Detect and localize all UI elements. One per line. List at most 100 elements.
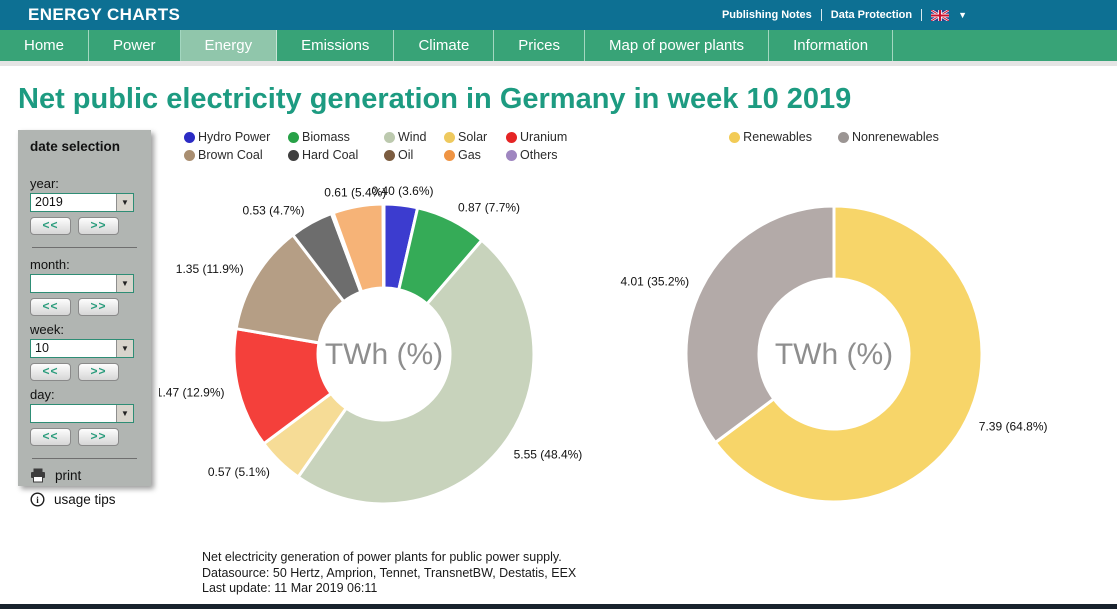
date-fields: year: 2019 ▼ << >> month: ▼ << >> week: 10 ▼ << >> day… <box>30 176 139 446</box>
legend-label-brown-coal: Brown Coal <box>198 148 263 162</box>
legend-item-others[interactable]: Others <box>506 148 584 162</box>
legend-item-brown-coal[interactable]: Brown Coal <box>184 148 288 162</box>
legend-label-hard-coal: Hard Coal <box>302 148 359 162</box>
legend-item-gas[interactable]: Gas <box>444 148 506 162</box>
slice-value-label-solar: 0.57 (5.1%) <box>208 465 270 479</box>
legend-item-solar[interactable]: Solar <box>444 130 506 144</box>
legend-dot-hard-coal <box>288 149 299 161</box>
legend-label-biomass: Biomass <box>302 130 350 144</box>
monthselect[interactable]: ▼ <box>30 274 134 293</box>
nav-item-home[interactable]: Home <box>0 30 90 61</box>
slice-value-label-nonrenewables: 4.01 (35.2%) <box>620 274 689 288</box>
usage-tips-label: usage tips <box>54 492 116 507</box>
chevron-down-icon: ▼ <box>116 194 133 211</box>
date-selection-panel: date selection year: 2019 ▼ << >> month: ▼ << >>… <box>18 130 151 507</box>
monthstepper: << >> <box>30 298 139 316</box>
legend-dot-wind <box>384 131 395 143</box>
publishing-notes-link[interactable]: Publishing Notes <box>721 9 812 21</box>
nav-item-prices[interactable]: Prices <box>494 30 585 61</box>
dayselect[interactable]: ▼ <box>30 404 134 423</box>
legend-label-renewables: Renewables <box>743 130 812 144</box>
slice-value-label-biomass: 0.87 (7.7%) <box>458 201 520 215</box>
print-label: print <box>55 468 82 483</box>
yearnext-button[interactable]: >> <box>78 217 119 235</box>
monthnext-button[interactable]: >> <box>78 298 119 316</box>
slice-value-label-uranium: 1.47 (12.9%) <box>159 385 225 399</box>
yearlabel: year: <box>30 176 59 191</box>
chart-renewable-share: Renewables Nonrenewables 7.39 (64.8%) 4.01… <box>609 130 1059 545</box>
legend-dot-biomass <box>288 131 299 143</box>
footer-bar <box>0 604 1117 609</box>
slice-value-label-hard-coal: 0.53 (4.7%) <box>242 204 304 218</box>
footnote-line: Last update: 11 Mar 2019 06:11 <box>202 581 378 595</box>
print-button[interactable]: print <box>30 468 139 483</box>
slice-value-label-wind: 5.55 (48.4%) <box>514 448 583 462</box>
top-links: Publishing Notes Data Protection ▼ <box>722 9 967 21</box>
legend-label-nonrenewables: Nonrenewables <box>851 130 939 144</box>
daynext-button[interactable]: >> <box>78 428 119 446</box>
monthlabel: month: <box>30 257 70 272</box>
nav-item-information[interactable]: Information <box>769 30 894 61</box>
legend-dot-nonrenewables <box>837 131 849 143</box>
svg-text:i: i <box>36 495 39 505</box>
yearselect[interactable]: 2019 ▼ <box>30 193 134 212</box>
data-protection-link[interactable]: Data Protection <box>830 9 913 21</box>
yearprev-button[interactable]: << <box>30 217 71 235</box>
legend-dot-gas <box>444 149 455 161</box>
page-title: Net public electricity generation in Ger… <box>18 83 852 115</box>
nav-underline <box>0 61 1117 66</box>
slice-value-label-renewables: 7.39 (64.8%) <box>979 420 1048 434</box>
nav-item-energy[interactable]: Energy <box>180 30 278 61</box>
legend-dot-solar <box>444 131 455 143</box>
weekprev-button[interactable]: << <box>30 363 71 381</box>
nav-item-map-of-power-plants[interactable]: Map of power plants <box>585 30 770 61</box>
legend-label-solar: Solar <box>458 130 488 144</box>
chart-generation-by-source: Hydro Power Biomass Wind Solar Uranium Brown … <box>156 130 609 545</box>
dayprev-button[interactable]: << <box>30 428 71 446</box>
separator <box>921 9 923 21</box>
usage-tips-button[interactable]: i usage tips <box>30 492 139 507</box>
legend-dot-renewables <box>729 131 741 143</box>
legend-label-gas: Gas <box>458 148 481 162</box>
legend-label-hydro-power: Hydro Power <box>198 130 271 144</box>
legend-renewable-share: Renewables Nonrenewables <box>609 130 1059 168</box>
legend-item-uranium[interactable]: Uranium <box>506 130 584 144</box>
weekselect-value: 10 <box>35 341 49 355</box>
legend-item-biomass[interactable]: Biomass <box>288 130 384 144</box>
legend-item-nonrenewables[interactable]: Nonrenewables <box>837 130 939 144</box>
charts-area: Hydro Power Biomass Wind Solar Uranium Brown … <box>156 130 1059 545</box>
brand-title: ENERGY CHARTS <box>28 5 181 24</box>
uk-flag-icon[interactable] <box>931 9 950 21</box>
weekselect[interactable]: 10 ▼ <box>30 339 134 358</box>
date-selection-title: date selection <box>30 139 121 154</box>
legend-label-others: Others <box>520 148 558 162</box>
nav-item-power[interactable]: Power <box>89 30 181 61</box>
legend-generation-by-source: Hydro Power Biomass Wind Solar Uranium Brown … <box>159 130 609 168</box>
slice-renewables[interactable] <box>713 204 984 504</box>
monthprev-button[interactable]: << <box>30 298 71 316</box>
slice-nonrenewables[interactable] <box>684 204 836 444</box>
weekstepper: << >> <box>30 363 139 381</box>
legend-item-oil[interactable]: Oil <box>384 148 444 162</box>
legend-item-wind[interactable]: Wind <box>384 130 444 144</box>
legend-item-hydro-power[interactable]: Hydro Power <box>184 130 288 144</box>
slice-wind[interactable] <box>296 238 536 506</box>
chart-footnote: Net electricity generation of power plan… <box>202 550 576 597</box>
weeklabel: week: <box>30 322 64 337</box>
weeknext-button[interactable]: >> <box>78 363 119 381</box>
legend-label-wind: Wind <box>398 130 427 144</box>
nav-item-climate[interactable]: Climate <box>394 30 495 61</box>
nav-item-emissions[interactable]: Emissions <box>277 30 395 61</box>
legend-dot-uranium <box>506 131 517 143</box>
legend-dot-oil <box>384 149 395 161</box>
language-dropdown-caret-icon[interactable]: ▼ <box>958 10 967 20</box>
donut-chart-0: 0.40 (3.6%) 0.87 (7.7%) 5.55 (48.4%) 0.57 (… <box>156 184 583 506</box>
daystepper: << >> <box>30 428 139 446</box>
donut-center-label: TWh (%) <box>775 338 893 371</box>
yearstepper: << >> <box>30 217 139 235</box>
info-icon: i <box>30 492 45 507</box>
legend-item-renewables[interactable]: Renewables <box>729 130 812 144</box>
slice-others[interactable] <box>381 202 386 290</box>
legend-item-hard-coal[interactable]: Hard Coal <box>288 148 384 162</box>
